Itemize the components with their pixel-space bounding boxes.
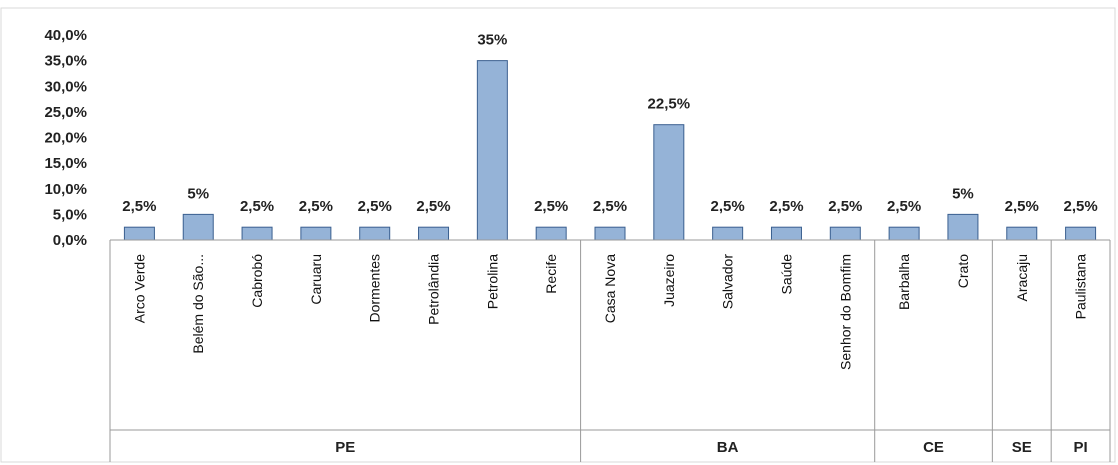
data-label: 2,5%	[416, 198, 450, 215]
data-label: 2,5%	[1005, 198, 1039, 215]
bar	[535, 226, 567, 241]
y-tick-label: 30,0%	[44, 78, 87, 95]
data-label: 2,5%	[887, 198, 921, 215]
x-axis-groups: PE BA CE SE PI	[109, 240, 1111, 462]
x-category-label: Paulistana	[1073, 254, 1089, 320]
x-category-label: Crato	[955, 254, 971, 288]
bar	[182, 213, 214, 241]
y-tick-label: 20,0%	[44, 130, 87, 147]
x-category-label: Dormentes	[367, 254, 383, 322]
x-category-label: Salvador	[720, 254, 736, 310]
x-category-label: Petrolândia	[426, 254, 442, 325]
bar	[476, 60, 508, 241]
x-category-label: Arco Verde	[131, 254, 147, 323]
x-category-label: Aracaju	[1014, 254, 1030, 301]
data-label: 2,5%	[711, 198, 745, 215]
bar	[300, 226, 332, 241]
group-label: BA	[717, 439, 739, 456]
x-category-label: Petrolina	[484, 254, 500, 309]
data-label: 35%	[477, 32, 507, 49]
bar	[241, 226, 273, 241]
data-label: 2,5%	[240, 198, 274, 215]
x-category-label: Casa Nova	[602, 254, 618, 323]
y-tick-label: 10,0%	[44, 181, 87, 198]
group-label: CE	[923, 439, 944, 456]
data-label: 2,5%	[534, 198, 568, 215]
data-label: 2,5%	[1063, 198, 1097, 215]
y-tick-label: 0,0%	[53, 232, 87, 249]
bars	[123, 60, 1097, 241]
y-tick-label: 40,0%	[44, 27, 87, 44]
y-tick-label: 5,0%	[53, 206, 87, 223]
bar	[712, 226, 744, 241]
data-label: 5%	[952, 185, 974, 202]
y-tick-label: 15,0%	[44, 155, 87, 172]
data-labels: 2,5% 5% 2,5% 2,5% 2,5% 2,5% 35% 2,5% 2,5% 22,5% 2,…	[122, 32, 1097, 216]
y-tick-label: 35,0%	[44, 53, 87, 70]
bar	[594, 226, 626, 241]
x-category-label: Belém do São...	[190, 254, 206, 354]
x-category-label: Barbalha	[896, 254, 912, 310]
group-label: PI	[1073, 439, 1087, 456]
bar	[1065, 226, 1097, 241]
data-label: 2,5%	[769, 198, 803, 215]
x-category-label: Caruaru	[308, 254, 324, 305]
x-category-label: Juazeiro	[661, 254, 677, 307]
group-label: PE	[335, 439, 355, 456]
bar	[418, 226, 450, 241]
group-label: SE	[1012, 439, 1032, 456]
data-label: 2,5%	[122, 198, 156, 215]
x-category-label: Recife	[543, 254, 559, 294]
x-category-label: Senhor do Bomfim	[837, 254, 853, 370]
bar	[829, 226, 861, 241]
bar	[359, 226, 391, 241]
data-label: 2,5%	[358, 198, 392, 215]
data-label: 2,5%	[299, 198, 333, 215]
y-tick-label: 25,0%	[44, 104, 87, 121]
bar	[770, 226, 802, 241]
bar	[947, 213, 979, 241]
bar	[888, 226, 920, 241]
bar	[1006, 226, 1038, 241]
bar	[123, 226, 155, 241]
x-axis-categories: Arco Verde Belém do São... Cabrobó Caruaru D…	[131, 254, 1088, 370]
y-axis-ticks: 0,0% 5,0% 10,0% 15,0% 20,0% 25,0% 30,0% 35,0% 40…	[44, 27, 87, 249]
data-label: 2,5%	[828, 198, 862, 215]
data-label: 22,5%	[648, 96, 691, 113]
data-label: 2,5%	[593, 198, 627, 215]
data-label: 5%	[187, 185, 209, 202]
bar	[653, 124, 685, 241]
x-category-label: Saúde	[778, 254, 794, 295]
x-category-label: Cabrobó	[249, 254, 265, 308]
